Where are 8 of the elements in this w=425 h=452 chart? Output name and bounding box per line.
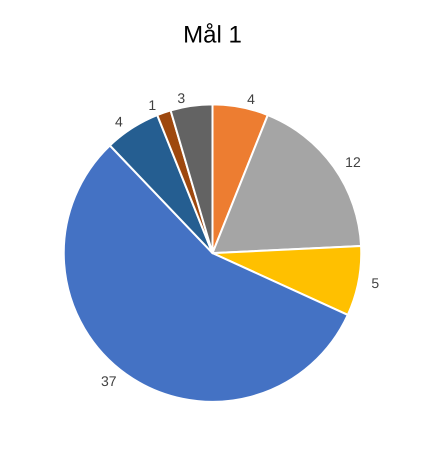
data-label: 3 [177,90,186,106]
data-label: 1 [148,96,156,113]
chart-title: Mål 1 [183,22,242,48]
data-label: 4 [247,91,256,108]
data-label: 37 [101,372,117,389]
data-label: 4 [114,113,123,130]
data-label: 5 [371,274,380,291]
data-label: 12 [345,154,361,170]
